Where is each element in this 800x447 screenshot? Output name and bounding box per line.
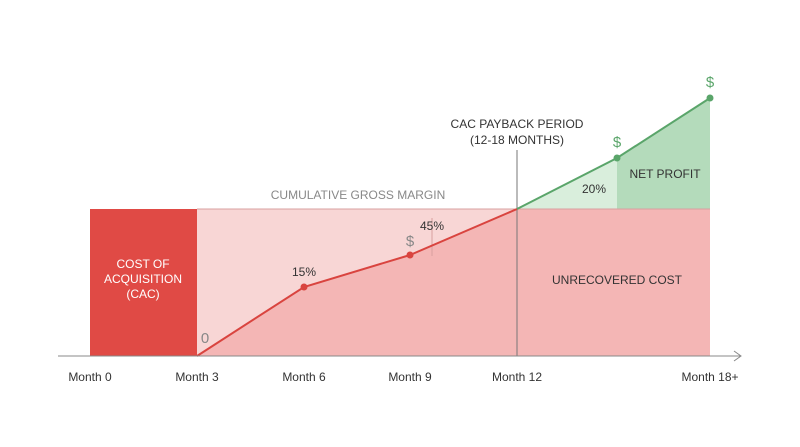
cac-label: (CAC) (126, 287, 159, 301)
axis-label: Month 0 (68, 370, 112, 384)
net-profit-label: NET PROFIT (629, 167, 701, 181)
unrecovered-label: UNRECOVERED COST (552, 273, 683, 287)
payback-subtitle: (12-18 MONTHS) (470, 133, 564, 147)
axis-labels: Month 0 Month 3 Month 6 Month 9 Month 12 Mont… (68, 370, 738, 384)
margin-fill (197, 209, 517, 356)
margin-line (196, 208, 518, 357)
unrecovered-region (517, 209, 710, 356)
axis-label: Month 18+ (681, 370, 738, 384)
point (406, 251, 414, 259)
axis-arrow (733, 350, 742, 362)
cac-label: ACQUISITION (104, 272, 182, 286)
axis-label: Month 3 (175, 370, 219, 384)
axis-label: Month 6 (282, 370, 326, 384)
point (300, 283, 308, 291)
payback-title: CAC PAYBACK PERIOD (451, 117, 584, 131)
pct-label: 45% (420, 219, 444, 233)
margin-label: CUMULATIVE GROSS MARGIN (271, 188, 445, 202)
cac-block (90, 209, 197, 356)
pct-label: 15% (292, 265, 316, 279)
axis-label: Month 12 (492, 370, 542, 384)
profit-dark (617, 98, 710, 209)
axis-label: Month 9 (388, 370, 432, 384)
pct-label: 20% (582, 182, 606, 196)
point (613, 154, 621, 162)
dollar-symbol: $ (613, 134, 622, 151)
dollar-symbol: $ (706, 74, 715, 91)
cac-label: COST OF (116, 257, 169, 271)
dollar-symbol: $ (406, 233, 415, 250)
point (706, 94, 714, 102)
zero-label: 0 (201, 330, 209, 347)
